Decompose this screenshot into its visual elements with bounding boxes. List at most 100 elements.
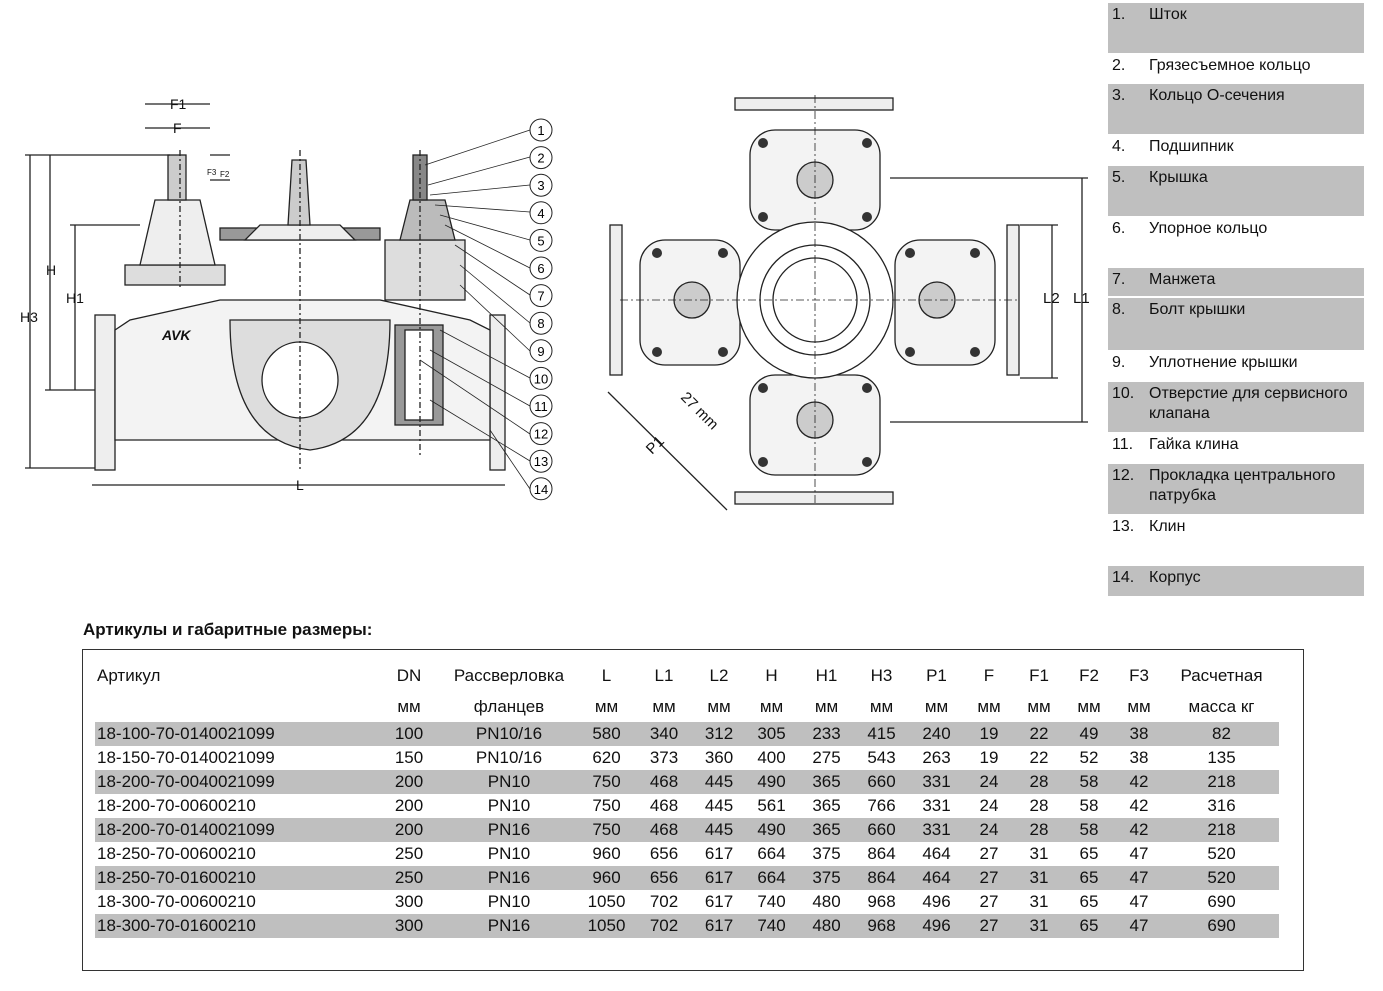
table-cell: 445 <box>694 818 744 842</box>
callout-number: 7 <box>537 289 544 304</box>
dim-label-p1: P1 <box>643 433 668 458</box>
column-header: мм <box>759 696 784 716</box>
table-cell: 740 <box>757 892 786 911</box>
table-cell: 18-200-70-0140021099 <box>95 818 379 842</box>
table-cell: 415 <box>854 722 909 746</box>
table-cell: 312 <box>694 722 744 746</box>
callout-7: 7 <box>529 284 553 308</box>
table-cell: 58 <box>1064 770 1114 794</box>
table-row: 18-200-70-00600210 200 PN10 750 468 445 561 365… <box>95 794 1279 818</box>
part-name: Подшипник <box>1149 138 1234 155</box>
column-header: H1 <box>815 665 838 685</box>
table-cell: 664 <box>757 844 786 863</box>
column-header: мм <box>814 696 839 716</box>
table-cell: 690 <box>1207 892 1236 911</box>
part-name: Гайка клина <box>1149 436 1239 453</box>
table-header-row: Артикул DN Рассверловка L L1 L2 H H1 H3 P1 F F1 F2 F3… <box>95 660 1279 691</box>
column-header <box>95 691 379 722</box>
table-cell: 52 <box>1079 748 1099 767</box>
table-cell: 200 <box>379 770 439 794</box>
callout-12: 12 <box>529 422 553 446</box>
table-cell: 58 <box>1064 818 1114 842</box>
callout-number: 10 <box>534 371 548 386</box>
table-cell: 656 <box>649 844 679 863</box>
part-number: 3. <box>1112 87 1126 104</box>
column-header: мм <box>869 696 894 716</box>
table-cell: 27 <box>964 866 1014 890</box>
table-row: 18-200-70-0140021099 200 PN16 750 468 445 490 3… <box>95 818 1279 842</box>
table-row: 18-300-70-01600210 300 PN16 1050 702 617 740 48… <box>95 914 1279 938</box>
table-cell: 316 <box>1207 796 1236 815</box>
table-cell: 660 <box>854 818 909 842</box>
table-cell: 664 <box>744 866 799 890</box>
table-cell: 520 <box>1164 866 1279 890</box>
dim-label-l1: L1 <box>1073 290 1090 307</box>
callout-circle <box>529 173 553 197</box>
dim-label-27mm: 27 mm <box>677 389 721 433</box>
table-cell: 702 <box>634 914 694 938</box>
part-number: 4. <box>1112 138 1126 155</box>
table-row: 18-250-70-00600210 250 PN10 960 656 617 664 375… <box>95 842 1279 866</box>
part-item: 8. Болт крышки <box>1108 298 1364 350</box>
table-cell: 690 <box>1164 914 1279 938</box>
table-cell: 543 <box>867 748 896 767</box>
part-number: 1. <box>1112 6 1126 23</box>
table-cell: 42 <box>1114 818 1164 842</box>
table-cell: 38 <box>1114 722 1164 746</box>
column-header: F <box>983 665 995 685</box>
table-cell: 27 <box>979 844 999 863</box>
callout-number: 9 <box>537 344 544 359</box>
part-name: Болт крышки <box>1149 301 1246 318</box>
part-name: Манжета <box>1149 271 1216 288</box>
table-cell: 218 <box>1164 770 1279 794</box>
dimensions-table-frame: Артикул DN Рассверловка L L1 L2 H H1 H3 P1 F F1 F2 F3… <box>82 649 1304 971</box>
table-cell: 19 <box>979 748 999 767</box>
table-cell: 300 <box>379 914 439 938</box>
table-cell: 18-300-70-01600210 <box>95 914 379 938</box>
callout-circle <box>529 146 553 170</box>
table-cell: 864 <box>867 844 896 863</box>
table-row: 18-250-70-01600210 250 PN16 960 656 617 664 375… <box>95 866 1279 890</box>
table-cell: 617 <box>694 866 744 890</box>
table-cell: 561 <box>757 796 786 815</box>
callout-number: 14 <box>534 482 548 497</box>
table-cell: 200 <box>394 796 424 815</box>
part-number: 2. <box>1112 57 1126 74</box>
table-cell: 18-150-70-0140021099 <box>97 748 275 767</box>
table-cell: 100 <box>379 722 439 746</box>
callout-circle <box>529 477 553 501</box>
callout-11: 11 <box>529 394 553 418</box>
table-cell: 28 <box>1014 818 1064 842</box>
table-cell: 331 <box>909 770 964 794</box>
table-cell: 375 <box>799 866 854 890</box>
column-header: L <box>601 665 612 685</box>
table-cell: 445 <box>704 796 734 815</box>
part-item: 12. Прокладка центрального патрубка <box>1108 464 1364 514</box>
column-header: мм <box>1027 696 1051 716</box>
table-row: 18-200-70-0040021099 200 PN10 750 468 445 490 3… <box>95 770 1279 794</box>
part-number: 11. <box>1112 436 1134 453</box>
table-cell: PN10/16 <box>439 722 579 746</box>
column-header: мм <box>924 696 949 716</box>
callout-circle <box>529 256 553 280</box>
callout-8: 8 <box>529 311 553 335</box>
part-name: Упорное кольцо <box>1149 220 1268 237</box>
callout-circle <box>529 339 553 363</box>
column-header: мм <box>652 696 676 716</box>
dim-label-h1: H1 <box>66 290 84 306</box>
table-cell: 580 <box>579 722 634 746</box>
callout-circle <box>529 449 553 473</box>
table-cell: 250 <box>394 844 424 863</box>
part-name: Уплотнение крышки <box>1149 354 1298 371</box>
table-cell: 28 <box>1014 770 1064 794</box>
table-cell: 150 <box>394 748 424 767</box>
dim-label-f3: F3 <box>207 168 217 177</box>
callout-number: 6 <box>537 261 544 276</box>
part-name: Отверстие для сервисного клапана <box>1149 385 1348 422</box>
column-header: P1 <box>926 665 947 685</box>
table-cell: 18-300-70-00600210 <box>97 892 256 911</box>
table-cell: 19 <box>964 722 1014 746</box>
column-header: Расчетная <box>1180 665 1263 685</box>
table-cell: 65 <box>1079 892 1099 911</box>
